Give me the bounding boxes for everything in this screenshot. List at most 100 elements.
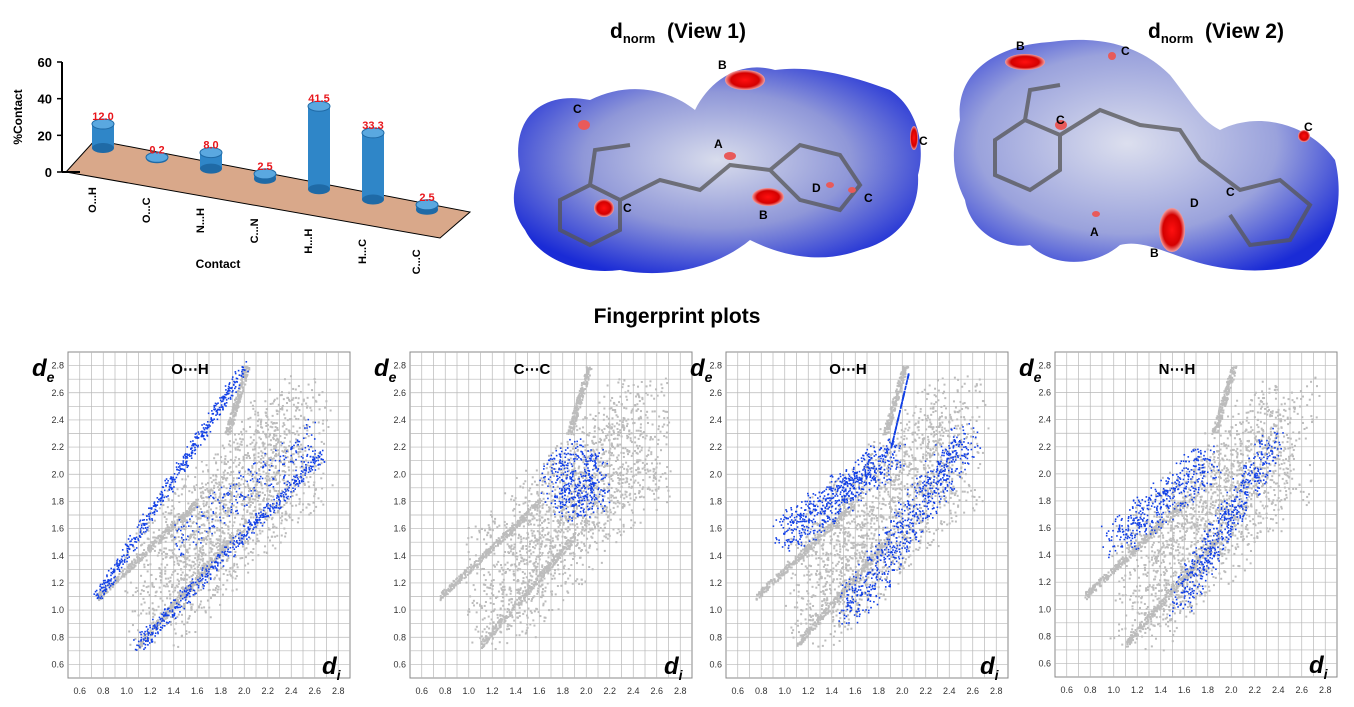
y-tick-label: 2.4	[1038, 415, 1051, 425]
x-tick-label: 0.6	[731, 686, 744, 696]
contact-bar-chart: 0 20 40 60 %Contact Contact 12.0 O...H 0.2 O...C 8…	[11, 55, 472, 274]
y-tick-label: 1.8	[709, 496, 722, 506]
bar-top	[415, 199, 439, 211]
y-tick-label: 2.2	[709, 442, 722, 452]
y-tick-label: 1.6	[1038, 523, 1051, 533]
y-tick-label: 2.8	[1038, 361, 1051, 371]
y-tick-label: 1.4	[709, 551, 722, 561]
red-spot	[725, 70, 765, 90]
y-tick-label: 2.6	[709, 388, 722, 398]
surface-label: A	[714, 137, 723, 151]
y-axis-label: de	[1019, 355, 1042, 385]
y-tick-label: 0.6	[393, 659, 406, 669]
red-spot	[594, 199, 614, 217]
x-axis-label: Contact	[196, 257, 241, 271]
x-tick-label: 0.6	[415, 686, 428, 696]
red-spot	[752, 188, 784, 206]
y-tick-label: 2.0	[51, 469, 64, 479]
y-tick-label: 2.0	[393, 469, 406, 479]
y-tick-label: 2.4	[51, 415, 64, 425]
red-spot	[1005, 54, 1045, 70]
surface-label: C	[573, 102, 582, 116]
y-axis-label: de	[374, 355, 397, 385]
y-tick-label: 1.2	[393, 578, 406, 588]
dnorm-surface-view1: B C A C B D C C	[513, 58, 928, 274]
y-tick-label: 2.0	[1038, 469, 1051, 479]
surface-label: C	[1304, 120, 1313, 134]
bar-top	[361, 127, 385, 139]
red-spot	[848, 187, 856, 193]
bar-value-label: 12.0	[92, 111, 113, 123]
bar-value-label: 0.2	[149, 144, 164, 156]
x-tick-label: 1.8	[214, 686, 227, 696]
y-tick-label: 2.8	[709, 361, 722, 371]
x-tick-label: 0.6	[73, 686, 86, 696]
red-spot	[1159, 208, 1185, 252]
y-tick-label: 40	[38, 92, 52, 107]
bar-value-label: 33.3	[362, 120, 383, 132]
x-tick-label: 1.8	[872, 686, 885, 696]
surface-shape	[513, 67, 921, 274]
x-tick-label: 0.8	[97, 686, 110, 696]
bar-top	[91, 118, 115, 130]
dnorm-surface-view2: B C C C D C A B	[953, 39, 1339, 271]
surface-label: B	[1016, 39, 1025, 53]
y-tick-label: 2.2	[51, 442, 64, 452]
bar-base	[200, 163, 222, 174]
fingerprint-blue-points	[772, 373, 982, 625]
x-tick-label: 1.4	[825, 686, 838, 696]
y-tick-label: 1.4	[1038, 550, 1051, 560]
y-tick-label: 1.8	[1038, 496, 1051, 506]
y-tick-label: 0.6	[51, 659, 64, 669]
fingerprint-plot-nh: 0.6 0.8 1.0 1.2 1.4 1.6 1.8 2.0 2.2 2.4 2.6 2.8 2.8 2…	[1019, 351, 1338, 695]
surface-label: C	[919, 134, 928, 148]
fingerprint-blue-points	[93, 361, 326, 651]
y-tick-label: 0	[45, 165, 52, 180]
surface-label: D	[1190, 196, 1199, 210]
red-spot	[1055, 120, 1067, 130]
molecule-skeleton	[558, 142, 863, 248]
fingerprint-plot-cc: 0.6 0.8 1.0 1.2 1.4 1.6 1.8 2.0 2.2 2.4 2.6 2.8 2.8 2…	[374, 351, 693, 696]
bar-base	[308, 184, 330, 195]
fingerprint-title: N⋯H	[1159, 361, 1196, 378]
category-label: O...H	[87, 187, 99, 213]
view1-title-sub: norm	[622, 31, 656, 47]
x-tick-label: 2.4	[627, 686, 640, 696]
x-tick-label: 1.6	[1178, 685, 1191, 695]
x-tick-label: 2.0	[238, 686, 251, 696]
x-tick-label: 2.6	[650, 686, 663, 696]
y-tick-label: 1.4	[393, 551, 406, 561]
red-spot	[1108, 52, 1116, 60]
y-tick-label: 2.6	[393, 388, 406, 398]
x-tick-label: 2.2	[919, 686, 932, 696]
y-tick-label: 2.0	[709, 469, 722, 479]
view1-title-rest: (View 1)	[667, 20, 746, 43]
surface-label: C	[623, 201, 632, 215]
y-tick-label: 1.0	[709, 605, 722, 615]
y-tick-label: 2.4	[709, 415, 722, 425]
fingerprint-plot-oh: 0.6 0.8 1.0 1.2 1.4 1.6 1.8 2.0 2.2 2.4 2.6 2.8 2.8 2…	[32, 351, 351, 696]
x-tick-label: 1.0	[778, 686, 791, 696]
surface-label: C	[1056, 113, 1065, 127]
red-spot	[1092, 211, 1100, 217]
bar-top	[199, 147, 223, 159]
bar-base	[362, 194, 384, 205]
x-tick-label: 0.8	[755, 686, 768, 696]
y-tick-label: 2.2	[1038, 442, 1051, 452]
y-tick-label: 20	[38, 128, 52, 143]
fingerprint-section-title: Fingerprint plots	[593, 305, 761, 328]
category-label: H...C	[357, 239, 369, 264]
y-tick-label: 0.8	[1038, 631, 1051, 641]
x-tick-label: 1.4	[509, 686, 522, 696]
x-tick-label: 0.8	[1084, 685, 1097, 695]
x-tick-label: 1.0	[462, 686, 475, 696]
red-spot	[724, 152, 736, 160]
view2-title-sub: norm	[1160, 31, 1194, 47]
surface-label: B	[759, 208, 768, 222]
y-tick-label: 2.8	[51, 361, 64, 371]
bar-4	[308, 106, 330, 190]
y-axis-label: de	[690, 355, 713, 385]
fingerprint-gray-cloud	[755, 365, 990, 648]
x-tick-label: 2.0	[896, 686, 909, 696]
y-tick-label: 2.4	[393, 415, 406, 425]
